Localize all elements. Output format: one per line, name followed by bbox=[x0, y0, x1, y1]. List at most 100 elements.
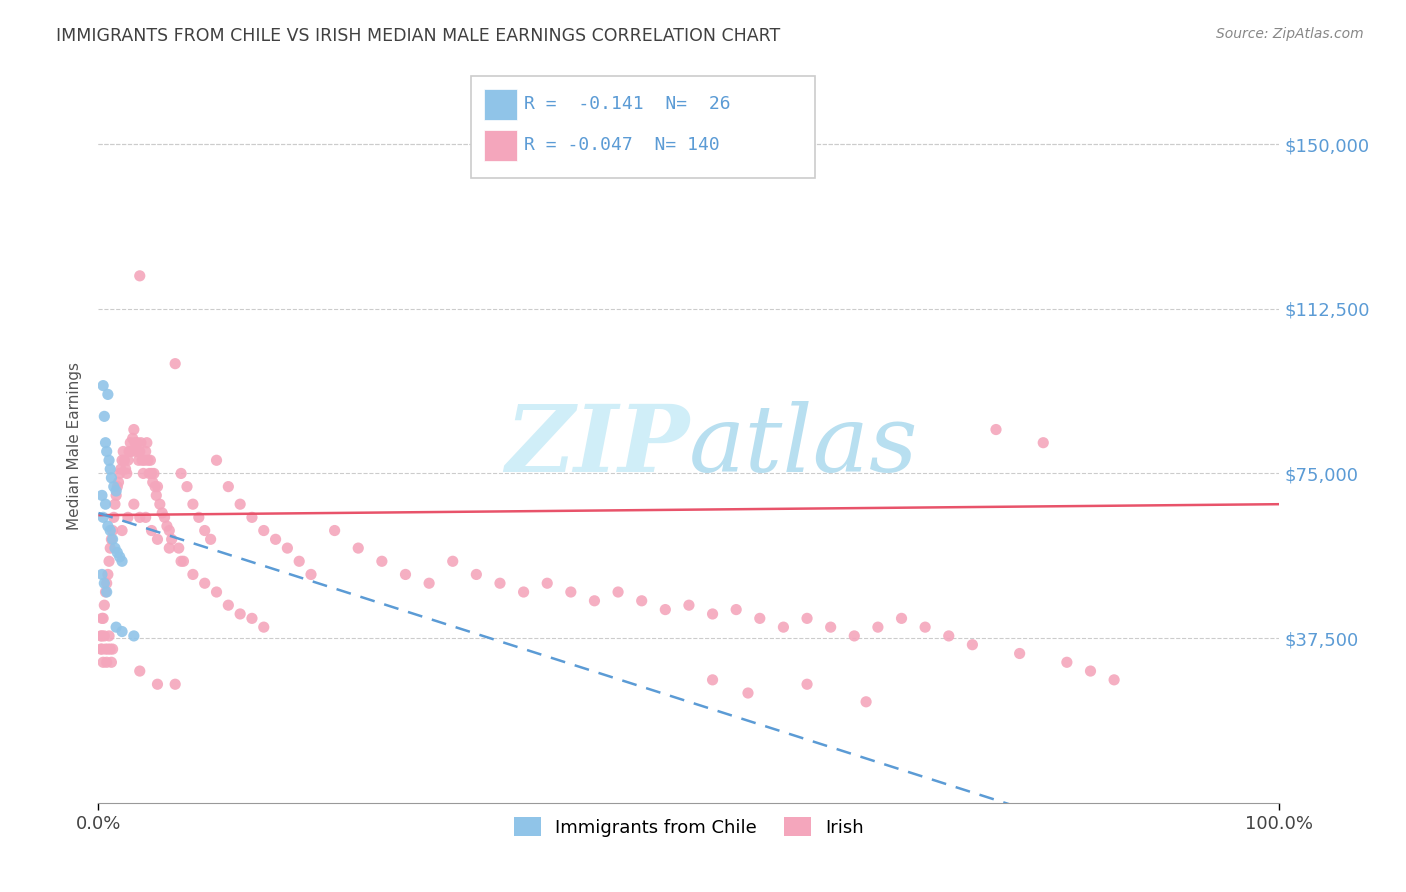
Point bbox=[105, 480, 128, 494]
Point bbox=[105, 483, 128, 498]
Point bbox=[962, 638, 984, 652]
Point bbox=[104, 541, 127, 555]
Point bbox=[111, 524, 134, 538]
Point bbox=[105, 488, 128, 502]
Point bbox=[135, 510, 157, 524]
Point bbox=[134, 453, 156, 467]
Point bbox=[145, 488, 167, 502]
Point bbox=[96, 655, 118, 669]
Point bbox=[489, 576, 512, 591]
Point bbox=[129, 435, 152, 450]
Point bbox=[146, 480, 169, 494]
Point bbox=[371, 554, 394, 568]
Point bbox=[91, 378, 114, 392]
Point bbox=[323, 524, 346, 538]
Point bbox=[139, 453, 162, 467]
Point bbox=[93, 598, 115, 612]
Text: ZIP: ZIP bbox=[505, 401, 689, 491]
Point bbox=[796, 611, 818, 625]
Point bbox=[90, 629, 112, 643]
Point bbox=[98, 524, 121, 538]
Point bbox=[93, 629, 115, 643]
Point bbox=[103, 480, 125, 494]
Point bbox=[149, 497, 172, 511]
Point bbox=[866, 620, 889, 634]
Point bbox=[136, 453, 159, 467]
Point bbox=[97, 387, 120, 401]
Point bbox=[108, 549, 131, 564]
Point bbox=[103, 510, 125, 524]
Point bbox=[205, 585, 228, 599]
Point bbox=[165, 357, 187, 371]
Point bbox=[160, 533, 183, 547]
Point bbox=[181, 497, 204, 511]
Point bbox=[120, 435, 142, 450]
Point bbox=[121, 431, 143, 445]
Point bbox=[100, 471, 122, 485]
Point bbox=[141, 467, 163, 481]
Point bbox=[104, 497, 127, 511]
Point bbox=[844, 629, 866, 643]
Point bbox=[200, 533, 222, 547]
Point bbox=[194, 524, 217, 538]
Point bbox=[796, 677, 818, 691]
Point bbox=[217, 598, 239, 612]
Point bbox=[630, 594, 652, 608]
Point bbox=[98, 541, 121, 555]
Point bbox=[165, 677, 187, 691]
Point bbox=[914, 620, 936, 634]
Point bbox=[98, 554, 121, 568]
Point bbox=[418, 576, 440, 591]
Point bbox=[117, 510, 139, 524]
Point bbox=[105, 620, 128, 634]
Point bbox=[98, 462, 121, 476]
Point bbox=[128, 664, 150, 678]
Point bbox=[172, 554, 194, 568]
Point bbox=[128, 453, 150, 467]
Point bbox=[101, 533, 124, 547]
Point bbox=[181, 567, 204, 582]
Point bbox=[288, 554, 311, 568]
Point bbox=[105, 545, 128, 559]
Y-axis label: Median Male Earnings: Median Male Earnings bbox=[67, 362, 83, 530]
Point bbox=[122, 629, 145, 643]
Point bbox=[217, 480, 239, 494]
Point bbox=[1080, 664, 1102, 678]
Point bbox=[607, 585, 630, 599]
Point bbox=[170, 554, 193, 568]
Point bbox=[142, 467, 165, 481]
Point bbox=[253, 524, 276, 538]
Point bbox=[96, 576, 118, 591]
Point bbox=[135, 435, 157, 450]
Point bbox=[128, 268, 150, 283]
Point bbox=[1056, 655, 1078, 669]
Point bbox=[94, 435, 117, 450]
Point bbox=[347, 541, 370, 555]
Point bbox=[122, 497, 145, 511]
Point bbox=[91, 642, 114, 657]
Point bbox=[124, 435, 146, 450]
Point bbox=[194, 576, 217, 591]
Point bbox=[91, 629, 114, 643]
Point bbox=[702, 607, 724, 621]
Point bbox=[187, 510, 209, 524]
Point bbox=[138, 467, 160, 481]
Text: R =  -0.141  N=  26: R = -0.141 N= 26 bbox=[524, 95, 731, 113]
Point bbox=[98, 629, 121, 643]
Point bbox=[115, 467, 138, 481]
Text: Source: ZipAtlas.com: Source: ZipAtlas.com bbox=[1216, 27, 1364, 41]
Point bbox=[110, 462, 132, 476]
Text: R = -0.047  N= 140: R = -0.047 N= 140 bbox=[524, 136, 720, 154]
Point bbox=[702, 673, 724, 687]
Point bbox=[156, 519, 179, 533]
Point bbox=[737, 686, 759, 700]
Point bbox=[94, 497, 117, 511]
Point bbox=[112, 444, 135, 458]
Point bbox=[94, 642, 117, 657]
Point bbox=[112, 453, 135, 467]
Point bbox=[90, 642, 112, 657]
Point bbox=[772, 620, 794, 634]
Point bbox=[654, 602, 676, 616]
Point bbox=[748, 611, 770, 625]
Point bbox=[1102, 673, 1125, 687]
